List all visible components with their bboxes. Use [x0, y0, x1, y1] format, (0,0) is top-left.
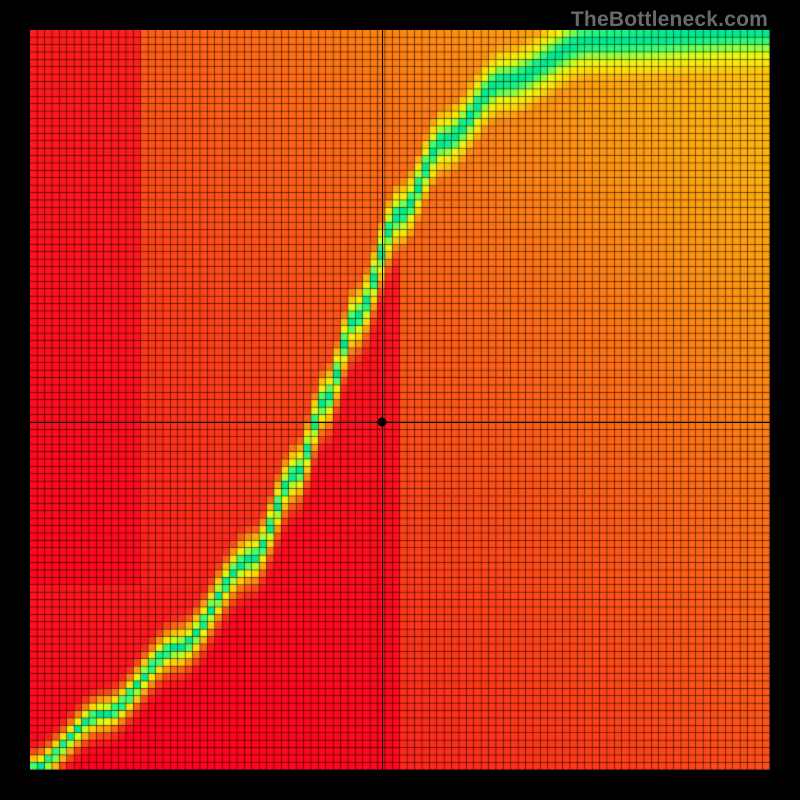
plot-area [30, 30, 770, 770]
heatmap-canvas [30, 30, 770, 770]
watermark-text: TheBottleneck.com [571, 8, 768, 32]
